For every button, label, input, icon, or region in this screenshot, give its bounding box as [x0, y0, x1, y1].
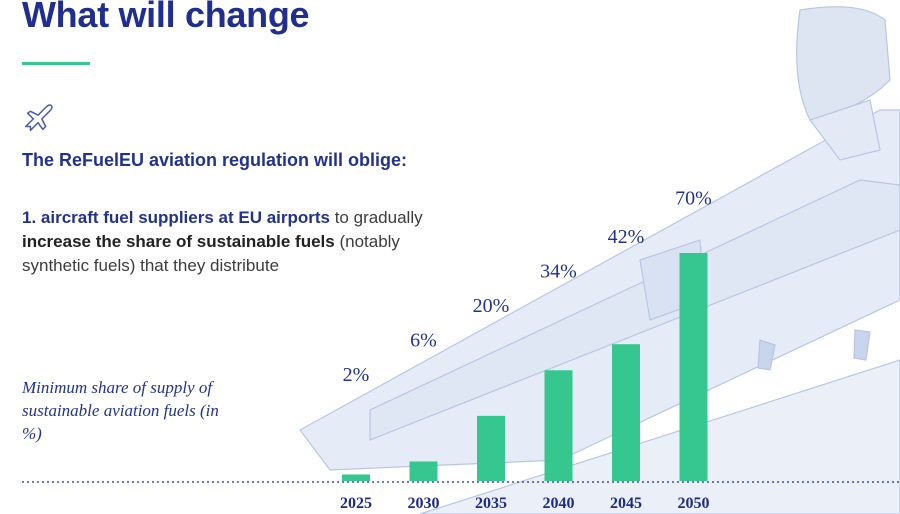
value-label-2030: 6% — [410, 330, 437, 352]
page-title: What will change — [22, 0, 310, 35]
value-label-2045: 42% — [608, 226, 645, 248]
title-underline — [22, 62, 90, 65]
category-label-2045: 2045 — [610, 495, 642, 512]
value-label-2025: 2% — [343, 364, 370, 386]
value-label-2035: 20% — [473, 295, 510, 317]
category-label-2035: 2035 — [475, 495, 507, 512]
obligation-connector: to gradually — [329, 208, 423, 227]
bar-2035 — [477, 415, 505, 481]
bar-2025 — [342, 474, 370, 481]
category-label-2025: 2025 — [340, 495, 372, 512]
bar-2045 — [612, 344, 640, 481]
obligation-suffix: (notably synthetic fuels) that they dist… — [22, 232, 400, 275]
regulation-lead-text: The ReFuelEU aviation regulation will ob… — [22, 150, 408, 170]
category-label-2030: 2030 — [408, 495, 440, 512]
bar-2030 — [409, 461, 438, 481]
obligation-subject: 1. aircraft fuel suppliers at EU airport… — [22, 208, 330, 227]
obligation-item-1: 1. aircraft fuel suppliers at EU airport… — [22, 206, 452, 278]
bar-2050 — [679, 253, 708, 481]
airplane-icon — [24, 104, 53, 132]
value-label-2040: 34% — [540, 261, 577, 283]
obligation-emphasis: increase the share of sustainable fuels — [22, 232, 335, 251]
value-label-2050: 70% — [675, 188, 712, 210]
category-label-2040: 2040 — [543, 495, 575, 512]
category-label-2050: 2050 — [678, 495, 710, 512]
chart-axis-label: Minimum share of supply of sustainable a… — [22, 378, 219, 443]
bar-2040 — [544, 370, 573, 481]
